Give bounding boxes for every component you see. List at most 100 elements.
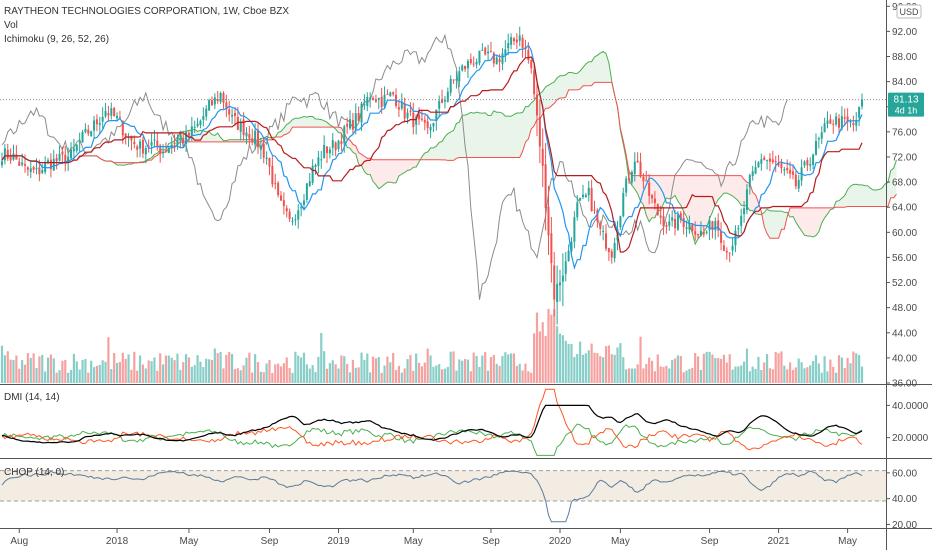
candle-body — [544, 164, 547, 209]
volume-bar — [262, 372, 265, 383]
ichimoku-leading-span-a — [76, 50, 897, 246]
ichimoku-cloud-segment — [318, 119, 322, 128]
ichimoku-cloud-segment — [514, 113, 517, 158]
candle-body — [443, 99, 446, 102]
volume-bar — [314, 371, 317, 383]
candle-body — [682, 217, 685, 228]
candle-body — [75, 144, 78, 151]
ichimoku-cloud-segment — [821, 207, 825, 224]
volume-bar — [530, 372, 533, 383]
candle-body — [547, 206, 550, 236]
candle-body — [35, 167, 38, 169]
ichimoku-cloud-segment — [798, 207, 802, 231]
volume-bar — [81, 359, 84, 383]
chop-pane[interactable] — [0, 470, 886, 523]
candle-body — [248, 134, 251, 139]
ichimoku-cloud-segment — [508, 116, 512, 158]
volume-bar — [98, 364, 101, 383]
candle-body — [343, 126, 346, 144]
volume-bar — [225, 354, 228, 383]
dmi-pane[interactable] — [1, 388, 863, 456]
ichimoku-cloud-segment — [212, 134, 215, 142]
volume-bar — [256, 362, 260, 383]
ichimoku-cloud-segment — [677, 175, 681, 206]
candle-body — [265, 157, 268, 160]
candle-body — [93, 120, 96, 131]
volume-bar — [248, 352, 251, 383]
candle-body — [369, 97, 372, 100]
volume-bar — [679, 356, 682, 383]
ichimoku-cloud-segment — [770, 210, 773, 239]
candle-body — [271, 165, 274, 185]
candle-body — [708, 220, 711, 231]
volume-bar — [35, 368, 38, 383]
candle-body — [98, 122, 101, 125]
volume-bar — [216, 353, 219, 383]
ichimoku-cloud-segment — [283, 124, 287, 135]
ichimoku-cloud-segment — [473, 112, 477, 158]
volume-bar — [438, 364, 441, 383]
ichimoku-cloud-segment — [375, 159, 379, 189]
volume-bar — [507, 354, 510, 383]
volume-bar — [515, 365, 518, 383]
volume-bar — [245, 357, 248, 383]
candle-body — [47, 160, 50, 163]
volume-bar — [814, 355, 818, 383]
ichimoku-cloud-segment — [548, 83, 552, 109]
candle-body — [714, 221, 717, 231]
volume-bar — [786, 369, 789, 383]
candle-body — [409, 110, 412, 112]
time-tick-label: May — [611, 536, 630, 547]
volume-bar — [777, 353, 780, 383]
volume-bar — [38, 356, 41, 383]
candle-body — [305, 183, 308, 200]
candle-body — [748, 175, 751, 188]
candle-body — [633, 161, 636, 175]
candle-body — [121, 120, 124, 136]
volume-bar — [622, 357, 625, 383]
ichimoku-cloud-segment — [312, 116, 316, 128]
candle-body — [363, 104, 366, 106]
price-pane[interactable] — [0, 26, 897, 383]
volume-bar — [780, 351, 783, 383]
volume-bar — [751, 366, 754, 383]
volume-bar — [556, 326, 559, 383]
dmi-legend[interactable]: DMI (14, 14) — [4, 392, 60, 403]
volume-bar — [346, 363, 349, 383]
volume-bar — [820, 372, 823, 383]
candle-body — [406, 112, 409, 119]
currency-badge[interactable] — [896, 4, 922, 19]
volume-bar — [426, 348, 429, 383]
volume-bar — [429, 355, 432, 383]
candle-body — [829, 119, 832, 124]
candle-body — [501, 53, 504, 64]
ichimoku-cloud-segment — [700, 175, 704, 236]
chart-title[interactable]: RAYTHEON TECHNOLOGIES CORPORATION, 1W, C… — [4, 6, 289, 17]
ichimoku-cloud-segment — [772, 210, 776, 239]
volume-bar — [625, 369, 628, 383]
ichimoku-leading-span-b — [76, 81, 897, 239]
ichimoku-cloud-segment — [381, 159, 385, 187]
candle-body — [625, 178, 628, 193]
volume-bar — [676, 355, 680, 383]
candle-body — [722, 245, 725, 251]
candle-body — [386, 93, 389, 95]
chop-legend[interactable]: CHOP (14, 0) — [4, 467, 64, 478]
volume-bar — [794, 367, 797, 383]
ichimoku-cloud-segment — [577, 71, 581, 90]
ichimoku-legend[interactable]: Ichimoku (9, 26, 52, 26) — [4, 34, 109, 45]
ichimoku-cloud-segment — [735, 175, 739, 201]
candle-body — [438, 100, 441, 109]
volume-bar — [771, 369, 774, 383]
volume-legend[interactable]: Vol — [4, 20, 18, 31]
ichimoku-cloud-segment — [695, 175, 699, 244]
ichimoku-cloud-segment — [715, 175, 719, 205]
ichimoku-cloud-segment — [203, 130, 207, 142]
candle-body — [760, 159, 763, 164]
volume-bar — [748, 371, 751, 383]
ichimoku-cloud-segment — [726, 175, 730, 195]
ichimoku-cloud-segment — [813, 207, 816, 237]
ichimoku-cloud-segment — [824, 207, 828, 218]
candle-body — [630, 171, 633, 183]
